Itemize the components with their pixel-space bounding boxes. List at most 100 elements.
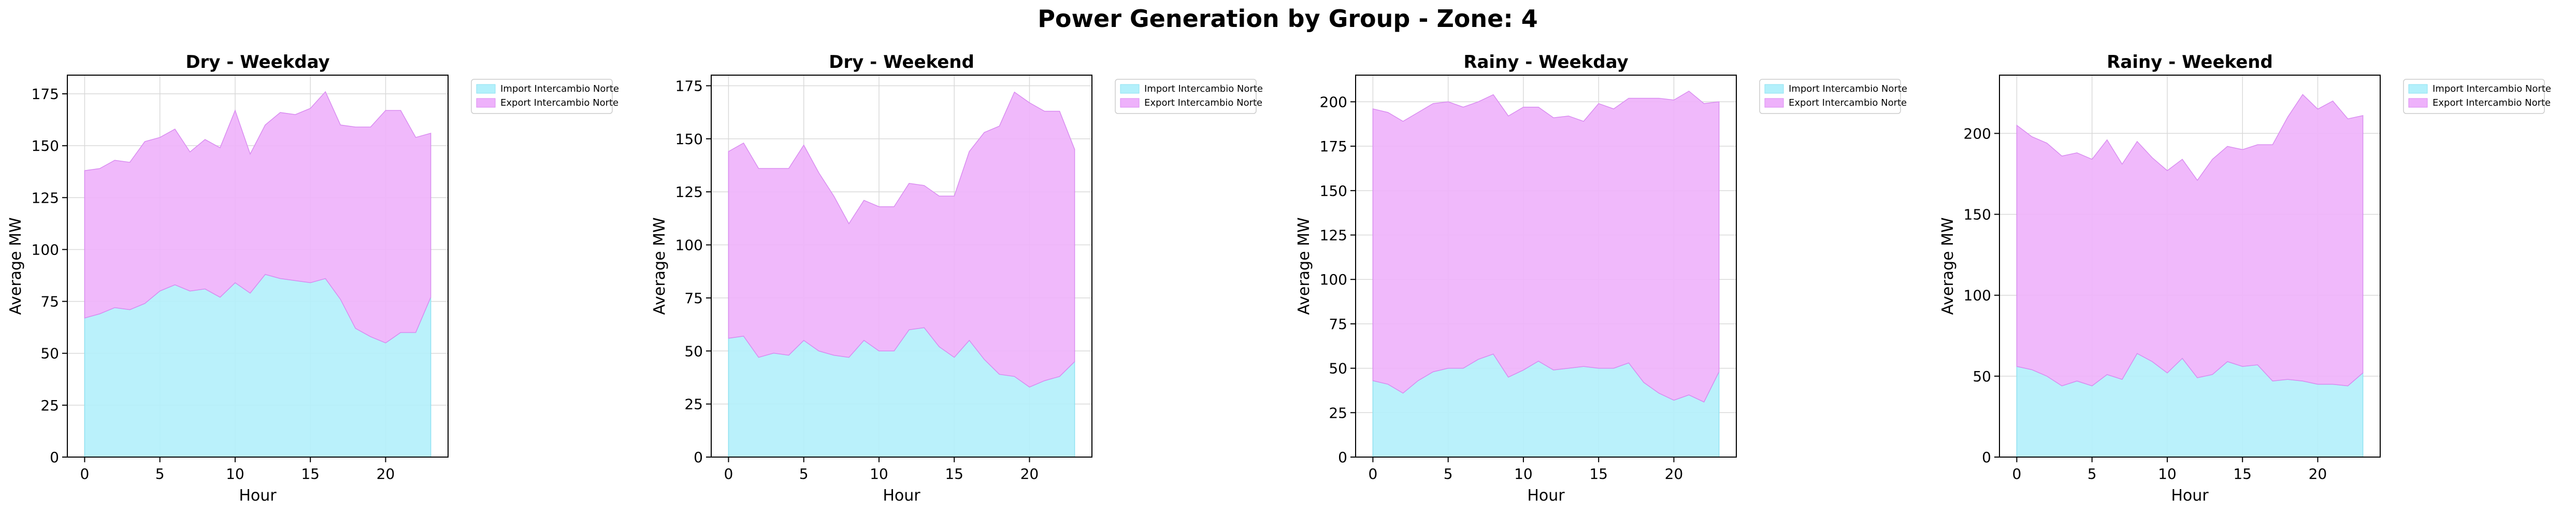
y-tick-label: 50 <box>1973 368 1991 385</box>
y-tick-label: 125 <box>675 183 703 201</box>
y-tick-label: 25 <box>1329 404 1347 421</box>
legend-swatch <box>1120 98 1140 108</box>
y-tick-label: 100 <box>1320 271 1347 288</box>
x-tick-label: 0 <box>724 465 733 482</box>
legend-label: Import Intercambio Norte <box>1144 83 1263 94</box>
x-tick-label: 0 <box>1368 465 1377 482</box>
chart-panel: 0 25 50 75 100 125 150 175 200 0 5 10 15 20 Rainy - We… <box>1295 52 1907 505</box>
y-tick-label: 50 <box>684 343 703 360</box>
y-axis-label: Average MW <box>1939 217 1957 315</box>
legend-swatch <box>476 98 496 108</box>
legend-frame <box>471 79 613 114</box>
x-tick-label: 5 <box>155 465 165 482</box>
legend-frame <box>2403 79 2545 114</box>
x-tick-label: 20 <box>1020 465 1039 482</box>
chart-panel: 0 25 50 75 100 125 150 175 0 5 10 15 20 Dry - Weekday… <box>7 52 619 505</box>
x-tick-label: 15 <box>945 465 963 482</box>
x-tick-label: 5 <box>799 465 809 482</box>
x-tick-label: 0 <box>80 465 89 482</box>
x-axis-label: Hour <box>883 487 920 505</box>
legend-label: Import Intercambio Norte <box>1789 83 1907 94</box>
x-tick-label: 20 <box>1665 465 1683 482</box>
x-tick-label: 15 <box>1589 465 1608 482</box>
x-axis-label: Hour <box>239 487 277 505</box>
legend-frame <box>1759 79 1901 114</box>
legend: Import Intercambio Norte Export Intercamb… <box>1759 79 1907 114</box>
x-tick-label: 15 <box>2233 465 2252 482</box>
y-tick-label: 125 <box>32 189 59 206</box>
y-axis-label: Average MW <box>1295 217 1313 315</box>
y-tick-label: 75 <box>40 293 59 310</box>
legend-swatch <box>1120 84 1140 94</box>
y-tick-label: 100 <box>675 237 703 254</box>
chart-panel: 0 25 50 75 100 125 150 175 0 5 10 15 20 Dry - Weekend… <box>651 52 1263 505</box>
y-tick-label: 25 <box>684 396 703 413</box>
series-area-export <box>1372 90 1720 403</box>
legend-label: Export Intercambio Norte <box>500 97 618 108</box>
y-tick-label: 200 <box>1320 93 1347 110</box>
legend-swatch <box>2408 98 2428 108</box>
y-axis-label: Average MW <box>651 217 669 315</box>
x-tick-label: 5 <box>1444 465 1453 482</box>
y-tick-label: 125 <box>1320 227 1347 244</box>
axes-frame <box>1355 75 1737 458</box>
axes-frame <box>711 75 1092 458</box>
chart-panel: 0 50 100 150 200 0 5 10 15 20 Rainy - Weekend Hour A… <box>1939 52 2551 505</box>
x-tick-label: 10 <box>2158 465 2177 482</box>
y-tick-label: 200 <box>1964 125 1991 142</box>
y-tick-label: 150 <box>1964 206 1991 223</box>
legend-label: Export Intercambio Norte <box>1789 97 1907 108</box>
legend: Import Intercambio Norte Export Intercamb… <box>1115 79 1263 114</box>
y-tick-label: 100 <box>1964 287 1991 304</box>
panel-title: Dry - Weekday <box>185 52 329 73</box>
y-tick-label: 100 <box>32 241 59 258</box>
y-tick-label: 150 <box>675 131 703 148</box>
series-area-export <box>2016 94 2364 387</box>
y-tick-label: 0 <box>1338 449 1347 466</box>
y-tick-label: 0 <box>50 449 59 466</box>
x-axis-label: Hour <box>2171 487 2209 505</box>
y-tick-label: 150 <box>32 137 59 154</box>
legend-swatch <box>1764 98 1784 108</box>
legend-label: Import Intercambio Norte <box>500 83 619 94</box>
x-tick-label: 20 <box>377 465 395 482</box>
suptitle: Power Generation by Group - Zone: 4 <box>1038 5 1538 33</box>
y-axis-label: Average MW <box>7 217 25 315</box>
x-tick-label: 0 <box>2012 465 2021 482</box>
y-tick-label: 175 <box>32 86 59 103</box>
legend-label: Export Intercambio Norte <box>2433 97 2551 108</box>
y-tick-label: 150 <box>1320 182 1347 200</box>
x-tick-label: 10 <box>870 465 888 482</box>
x-tick-label: 15 <box>301 465 320 482</box>
legend-label: Import Intercambio Norte <box>2433 83 2551 94</box>
y-tick-label: 0 <box>694 449 703 466</box>
y-tick-label: 75 <box>1329 316 1347 333</box>
y-tick-label: 175 <box>1320 138 1347 155</box>
x-tick-label: 10 <box>226 465 244 482</box>
legend-frame <box>1115 79 1257 114</box>
axes-frame <box>1999 75 2381 458</box>
series-area-export <box>728 91 1075 388</box>
panel-title: Rainy - Weekday <box>1463 52 1628 73</box>
y-tick-label: 175 <box>675 77 703 94</box>
y-tick-label: 50 <box>40 345 59 362</box>
x-tick-label: 5 <box>2088 465 2097 482</box>
legend-swatch <box>1764 84 1784 94</box>
axes-frame <box>67 75 449 458</box>
y-tick-label: 50 <box>1329 360 1347 377</box>
panel-title: Rainy - Weekend <box>2107 52 2273 73</box>
x-tick-label: 20 <box>2309 465 2327 482</box>
y-tick-label: 25 <box>40 397 59 414</box>
legend: Import Intercambio Norte Export Intercamb… <box>2403 79 2551 114</box>
legend: Import Intercambio Norte Export Intercamb… <box>471 79 619 114</box>
series-area-export <box>84 91 431 344</box>
x-axis-label: Hour <box>1527 487 1565 505</box>
legend-swatch <box>476 84 496 94</box>
x-tick-label: 10 <box>1514 465 1533 482</box>
panel-title: Dry - Weekend <box>829 52 974 73</box>
legend-label: Export Intercambio Norte <box>1144 97 1262 108</box>
legend-swatch <box>2408 84 2428 94</box>
y-tick-label: 75 <box>684 290 703 307</box>
